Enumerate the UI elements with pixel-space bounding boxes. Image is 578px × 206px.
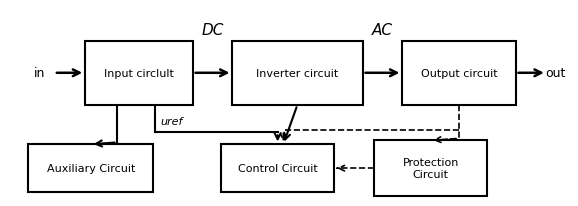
FancyBboxPatch shape [374, 141, 487, 196]
Text: out: out [545, 67, 565, 80]
FancyBboxPatch shape [85, 42, 192, 105]
Text: DC: DC [201, 23, 224, 38]
Text: Inverter circuit: Inverter circuit [257, 68, 339, 78]
Text: Input circlult: Input circlult [104, 68, 174, 78]
Text: in: in [34, 67, 46, 80]
Text: Auxiliary Circuit: Auxiliary Circuit [47, 163, 135, 173]
FancyBboxPatch shape [28, 145, 153, 192]
FancyBboxPatch shape [232, 42, 362, 105]
Text: uref: uref [161, 117, 183, 127]
FancyBboxPatch shape [402, 42, 516, 105]
Text: Output circuit: Output circuit [421, 68, 497, 78]
Text: AC: AC [372, 23, 393, 38]
FancyBboxPatch shape [221, 145, 334, 192]
Text: Control Circuit: Control Circuit [238, 163, 317, 173]
Text: Protection
Circuit: Protection Circuit [402, 158, 459, 179]
